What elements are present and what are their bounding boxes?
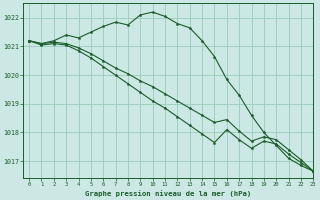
X-axis label: Graphe pression niveau de la mer (hPa): Graphe pression niveau de la mer (hPa) <box>85 190 251 197</box>
